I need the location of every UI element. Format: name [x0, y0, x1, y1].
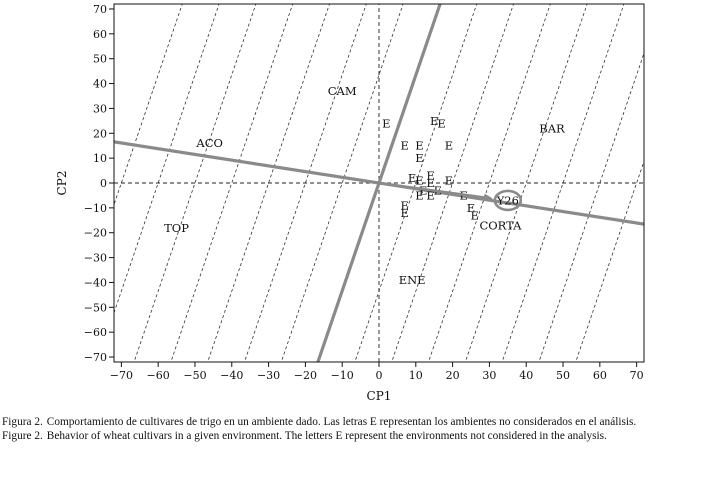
figure-caption: Figura 2. Comportamiento de cultivares d…	[2, 416, 716, 445]
parallel-line-4	[207, 4, 330, 362]
caption-spanish-number: Figura 2.	[2, 416, 43, 428]
parallel-line-7	[354, 4, 478, 362]
biplot-chart: EEEEEEEEEEEEEEEEEEEEE CAMACOBARTOPCORTAE…	[55, 3, 645, 403]
environment-point-6: E	[415, 151, 423, 165]
environment-point-2: E	[437, 116, 445, 130]
y-tick-label: 10	[93, 152, 107, 165]
environment-point-9: E	[426, 169, 434, 183]
environment-point-12: E	[419, 183, 427, 197]
x-tick-label: −10	[331, 369, 354, 382]
cultivar-corta: CORTA	[479, 218, 522, 232]
x-tick-label: 70	[630, 369, 644, 382]
x-tick-label: −40	[220, 369, 243, 382]
x-tick-label: 50	[556, 369, 570, 382]
parallel-line-5	[244, 4, 367, 362]
parallel-line-11	[501, 4, 625, 362]
x-axis-title: CP1	[367, 389, 392, 403]
parallel-line-13	[575, 160, 644, 362]
environment-point-8: E	[415, 174, 423, 188]
y-tick-label: 30	[93, 102, 107, 115]
x-tick-label: 10	[409, 369, 423, 382]
y-tick-label: 0	[100, 177, 107, 190]
y-tick-label: 50	[93, 53, 107, 66]
parallel-line-0	[114, 4, 183, 206]
x-tick-label: −20	[294, 369, 317, 382]
y-axis-title: CP2	[55, 171, 69, 196]
x-tick-label: 0	[376, 369, 383, 382]
cultivar-y26: Y26	[496, 193, 519, 207]
highlight-arrow	[378, 181, 493, 202]
cultivar-bar: BAR	[539, 121, 565, 135]
x-tick-label: −50	[183, 369, 206, 382]
cultivar-labels: CAM ACO BAR TOP CORTA ENE Y26	[164, 84, 565, 287]
environment-point-1: E	[430, 114, 438, 128]
y-tick-label: 60	[93, 28, 107, 41]
environment-point-18: E	[401, 206, 409, 220]
caption-english-number: Figure 2.	[2, 430, 43, 443]
parallel-line-2	[133, 4, 257, 362]
y-tick-label: −70	[84, 351, 107, 364]
x-tick-label: −70	[110, 369, 133, 382]
cultivar-ene: ENE	[399, 273, 426, 287]
caption-english-text: Behavior of wheat cultivars in a given e…	[46, 430, 607, 443]
y-tick-label: −50	[84, 301, 107, 314]
y-tick-label: 70	[93, 3, 107, 16]
y-tick-label: 20	[93, 127, 107, 140]
x-tick-label: −60	[147, 369, 170, 382]
environment-point-4: E	[415, 139, 423, 153]
parallel-line-10	[464, 4, 588, 362]
y-tick-label: −20	[84, 227, 107, 240]
parallel-line-8	[391, 4, 514, 362]
cultivar-aco: ACO	[195, 136, 223, 150]
environment-point-10: E	[426, 176, 434, 190]
y-tick-label: −40	[84, 276, 107, 289]
highlight-marker	[378, 181, 523, 212]
environment-point-3: E	[401, 139, 409, 153]
y-tick-label: 40	[93, 78, 107, 91]
x-tick-label: −30	[257, 369, 280, 382]
environment-point-19: E	[467, 201, 475, 215]
parallel-line-6	[280, 4, 404, 362]
x-axis-ticks: −70 −60 −50 −40 −30 −20 −10 0 10 20 30 40 50 60 70	[110, 362, 644, 382]
y-tick-label: −30	[84, 252, 107, 265]
x-tick-label: 20	[446, 369, 460, 382]
x-tick-label: 30	[482, 369, 496, 382]
environment-point-11: E	[445, 174, 453, 188]
environment-point-17: E	[401, 198, 409, 212]
caption-spanish-text: Comportamiento de cultivares de trigo en…	[46, 416, 637, 428]
environment-point-14: E	[415, 188, 423, 202]
environment-point-0: E	[382, 116, 390, 130]
environment-point-5: E	[445, 139, 453, 153]
parallel-guide-lines	[114, 4, 644, 362]
cultivar-top: TOP	[164, 221, 189, 235]
caption-spanish: Figura 2. Comportamiento de cultivares d…	[2, 416, 716, 429]
x-tick-label: 60	[593, 369, 607, 382]
environment-point-7: E	[408, 171, 416, 185]
cultivar-cam: CAM	[328, 84, 357, 98]
environment-point-20: E	[470, 208, 478, 222]
parallel-line-1	[114, 4, 220, 315]
y-tick-label: −10	[84, 202, 107, 215]
parallel-line-3	[170, 4, 294, 362]
x-tick-label: 40	[519, 369, 533, 382]
parallel-line-9	[428, 4, 551, 362]
y-axis-ticks: 70 60 50 40 30 20 10 0 −10 −20 −30 −40 −50 −60 −70	[84, 3, 114, 364]
highlight-ellipse	[493, 189, 523, 212]
y-tick-label: −60	[84, 326, 107, 339]
parallel-line-12	[538, 51, 644, 362]
environment-point-15: E	[426, 188, 434, 202]
caption-english: Figure 2. Behavior of wheat cultivars in…	[2, 430, 716, 443]
